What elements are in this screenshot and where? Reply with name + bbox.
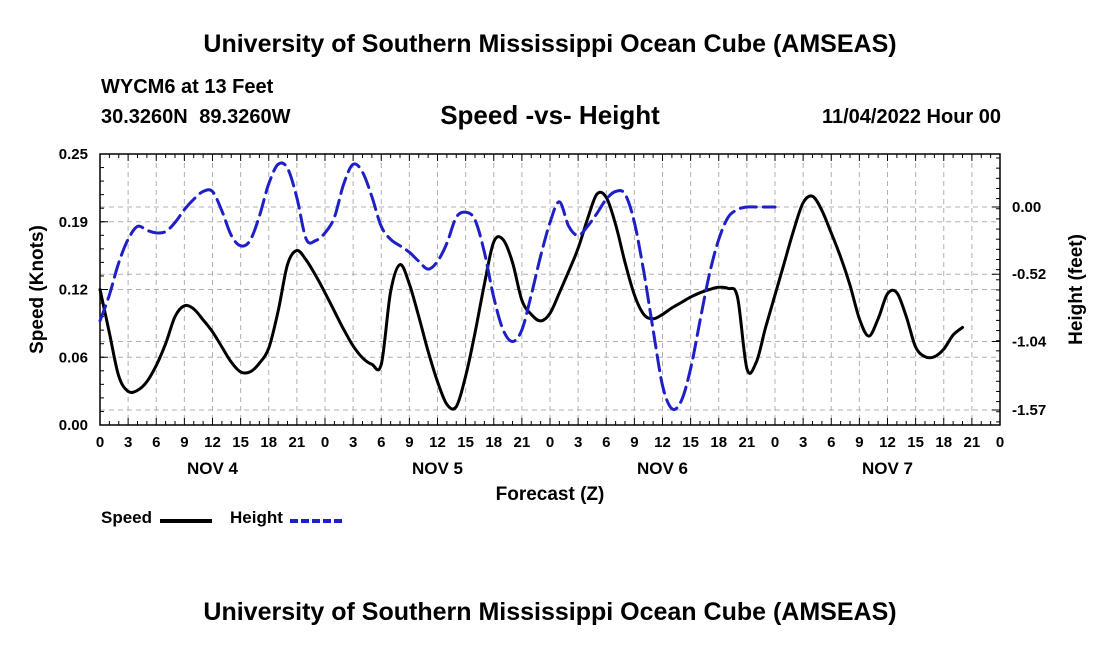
x-tick-label: 21 bbox=[964, 434, 981, 451]
x-tick-label: 21 bbox=[514, 434, 531, 451]
x-tick-label: 12 bbox=[879, 434, 896, 451]
chart-ticks: 0 3 6 9 12 15 18 21 0 3 6 9 12 15 18 21 0 3 6 9 12 15 18 21 0 3 6 9… bbox=[59, 146, 1047, 478]
day-label: NOV 4 bbox=[187, 459, 239, 478]
day-label: NOV 5 bbox=[412, 459, 463, 478]
y-right-tick-label: -1.57 bbox=[1012, 402, 1046, 419]
x-tick-label: 15 bbox=[907, 434, 924, 451]
x-tick-label: 15 bbox=[682, 434, 699, 451]
legend-height: Height bbox=[230, 508, 283, 528]
x-tick-label: 3 bbox=[124, 434, 132, 451]
x-tick-label: 6 bbox=[827, 434, 835, 451]
chart-subtitle: Speed -vs- Height bbox=[440, 100, 660, 130]
chart-main-title: University of Southern Mississippi Ocean… bbox=[203, 30, 897, 58]
speed-height-chart: 0 3 6 9 12 15 18 21 0 3 6 9 12 15 18 21 0 3 6 9 12 15 18 21 0 3 6 9… bbox=[27, 146, 1087, 505]
x-tick-label: 21 bbox=[739, 434, 756, 451]
x-tick-label: 6 bbox=[152, 434, 160, 451]
legend-height-label: Height bbox=[230, 508, 283, 527]
legend-speed: Speed bbox=[101, 508, 152, 528]
x-tick-label: 21 bbox=[289, 434, 306, 451]
y-left-tick-label: 0.19 bbox=[59, 214, 88, 231]
y-axis-left-label: Speed (Knots) bbox=[27, 225, 48, 354]
x-tick-label: 9 bbox=[630, 434, 638, 451]
x-tick-label: 6 bbox=[602, 434, 610, 451]
y-right-tick-label: -1.04 bbox=[1012, 333, 1047, 350]
y-left-tick-label: 0.12 bbox=[59, 282, 88, 299]
day-label: NOV 7 bbox=[862, 459, 913, 478]
y-left-tick-label: 0.06 bbox=[59, 349, 88, 366]
y-left-tick-label: 0.25 bbox=[59, 146, 88, 163]
station-coordinates: 30.3260N 89.3260W bbox=[101, 106, 291, 128]
x-tick-label: 12 bbox=[429, 434, 446, 451]
x-tick-label: 0 bbox=[996, 434, 1004, 451]
legend-speed-label: Speed bbox=[101, 508, 153, 527]
x-tick-label: 18 bbox=[935, 434, 952, 451]
x-tick-label: 18 bbox=[710, 434, 727, 451]
series-line-height bbox=[98, 161, 777, 412]
x-tick-label: 9 bbox=[405, 434, 413, 451]
legend-height-swatch bbox=[290, 519, 342, 523]
x-tick-label: 15 bbox=[232, 434, 249, 451]
y-right-tick-label: -0.52 bbox=[1012, 266, 1046, 283]
x-tick-label: 18 bbox=[485, 434, 502, 451]
x-tick-label: 0 bbox=[771, 434, 779, 451]
chart-labels: Forecast (Z) Speed (Knots) Height (feet) bbox=[27, 225, 1087, 505]
day-label: NOV 6 bbox=[637, 459, 688, 478]
x-tick-label: 6 bbox=[377, 434, 385, 451]
legend-speed-swatch bbox=[160, 519, 212, 523]
chart-series bbox=[98, 161, 964, 412]
station-label: WYCM6 at 13 Feet bbox=[101, 76, 274, 98]
chart-grid bbox=[100, 154, 1000, 425]
x-tick-label: 0 bbox=[321, 434, 329, 451]
x-axis-label: Forecast (Z) bbox=[496, 484, 605, 505]
y-left-tick-label: 0.00 bbox=[59, 417, 88, 434]
x-tick-label: 15 bbox=[457, 434, 474, 451]
x-tick-label: 3 bbox=[574, 434, 582, 451]
x-tick-label: 9 bbox=[855, 434, 863, 451]
forecast-datetime: 11/04/2022 Hour 00 bbox=[821, 106, 1001, 128]
series-line-speed bbox=[98, 190, 964, 411]
x-tick-label: 3 bbox=[349, 434, 357, 451]
x-tick-label: 12 bbox=[204, 434, 221, 451]
x-tick-label: 18 bbox=[260, 434, 277, 451]
x-tick-label: 0 bbox=[96, 434, 104, 451]
y-right-tick-label: 0.00 bbox=[1012, 199, 1041, 216]
y-axis-right-label: Height (feet) bbox=[1066, 234, 1087, 345]
x-tick-label: 12 bbox=[654, 434, 671, 451]
x-tick-label: 3 bbox=[799, 434, 807, 451]
x-tick-label: 9 bbox=[180, 434, 188, 451]
x-tick-label: 0 bbox=[546, 434, 554, 451]
footer-title: University of Southern Mississippi Ocean… bbox=[203, 598, 897, 626]
